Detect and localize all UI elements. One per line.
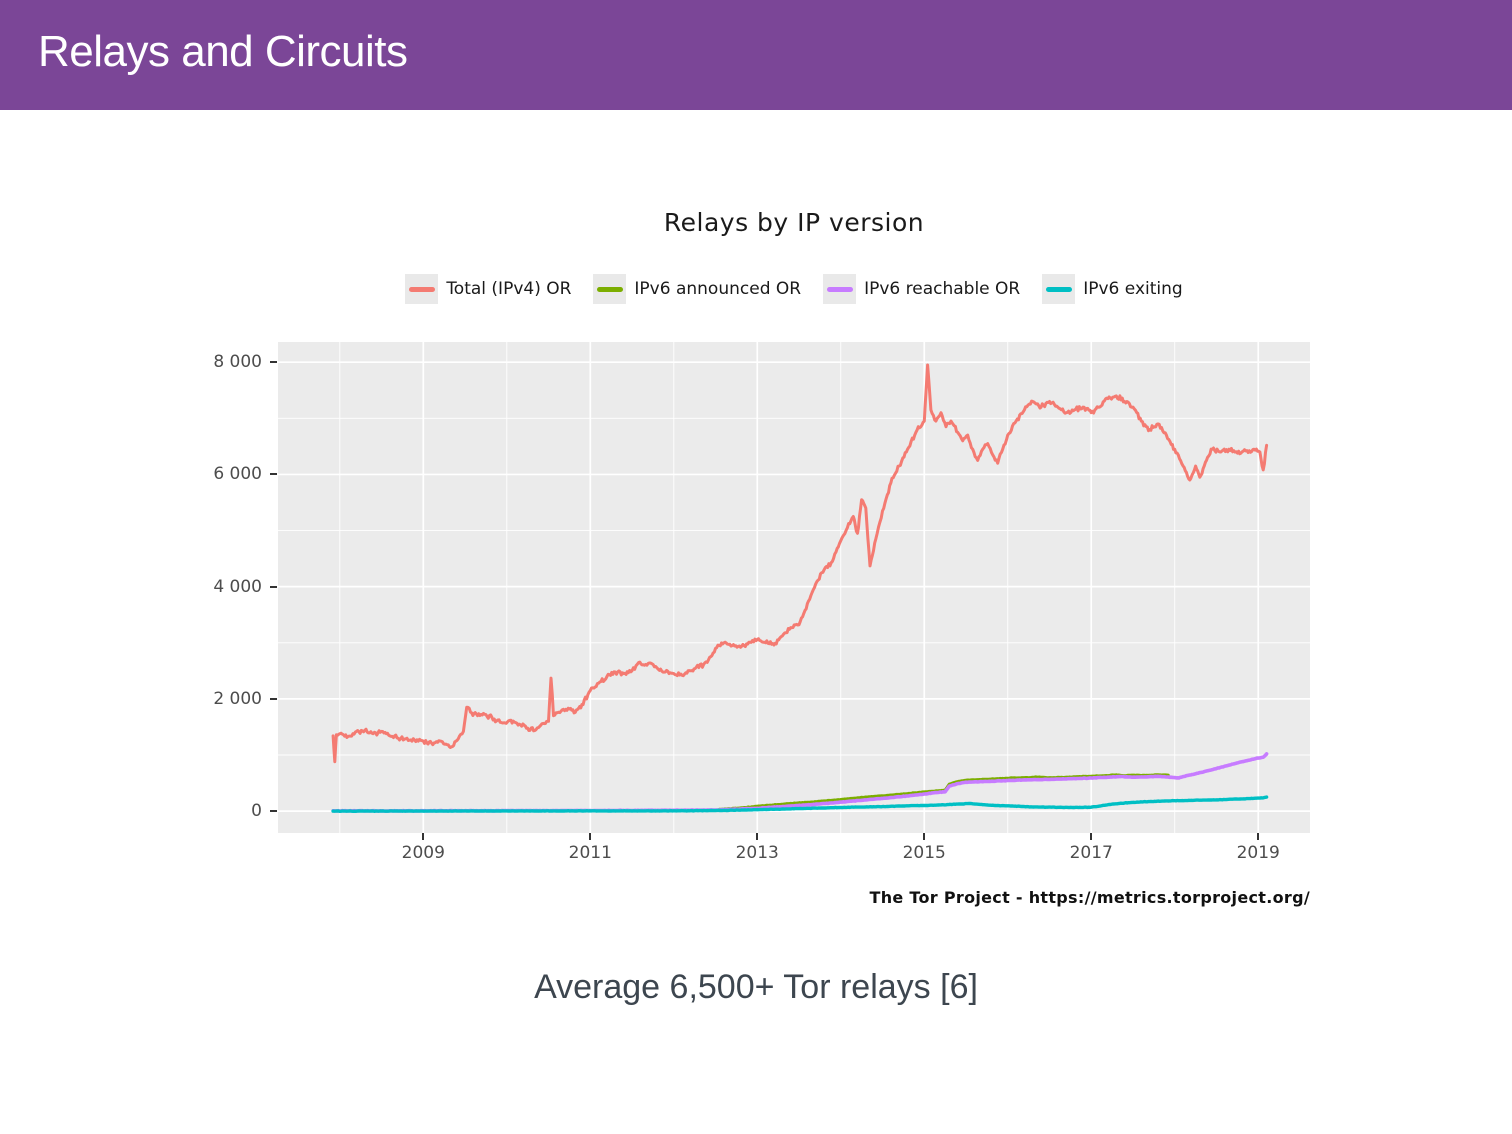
x-axis-tick [923, 833, 926, 840]
legend-line-swatch [826, 286, 853, 292]
x-axis-tick [589, 833, 592, 840]
chart-legend: Total (IPv4) OR IPv6 announced OR IPv6 rea… [278, 274, 1310, 304]
x-axis-tick [1257, 833, 1260, 840]
plot-area [278, 342, 1310, 833]
relays-chart: Relays by IP version Total (IPv4) OR IPv6… [0, 112, 1512, 932]
legend-label: IPv6 announced OR [634, 279, 802, 299]
x-axis-tick [1090, 833, 1093, 840]
y-axis-tick [270, 361, 277, 364]
legend-line-swatch [596, 286, 623, 292]
legend-line-swatch [1045, 286, 1072, 292]
x-axis-label: 2013 [735, 843, 779, 863]
legend-item: Total (IPv4) OR [405, 274, 571, 304]
y-axis-tick [270, 473, 277, 476]
legend-line-swatch [408, 286, 435, 292]
legend-key [823, 274, 857, 304]
slide-subtitle: Average 6,500+ Tor relays [6] [534, 968, 978, 1006]
legend-key [593, 274, 627, 304]
legend-item: IPv6 exiting [1042, 274, 1183, 304]
chart-caption: The Tor Project - https://metrics.torpro… [869, 888, 1310, 907]
legend-label: IPv6 reachable OR [864, 279, 1021, 299]
legend-item: IPv6 reachable OR [823, 274, 1020, 304]
x-axis-label: 2011 [568, 843, 612, 863]
slide-title: Relays and Circuits [38, 27, 408, 76]
header-bar: Relays and Circuits [0, 0, 1512, 110]
series-line-ipv6-exiting [331, 795, 1269, 813]
legend-label: IPv6 exiting [1083, 279, 1183, 299]
x-axis-label: 2015 [902, 843, 946, 863]
legend-item: IPv6 announced OR [593, 274, 801, 304]
y-axis-tick [270, 585, 277, 588]
x-axis-label: 2009 [401, 843, 445, 863]
y-axis-label: 0 [251, 801, 262, 822]
x-axis-label: 2019 [1236, 843, 1280, 863]
series-line-total-ipv4-or [331, 363, 1269, 764]
x-axis-label: 2017 [1069, 843, 1113, 863]
y-axis-label: 6 000 [213, 464, 262, 485]
y-axis-tick [270, 697, 277, 700]
y-axis-label: 4 000 [213, 576, 262, 597]
x-axis-tick [756, 833, 759, 840]
x-axis-tick [422, 833, 425, 840]
legend-label: Total (IPv4) OR [446, 279, 572, 299]
y-axis-tick [270, 810, 277, 813]
y-axis-label: 8 000 [213, 352, 262, 373]
legend-key [1042, 274, 1076, 304]
y-axis-label: 2 000 [213, 688, 262, 709]
line-chart-svg [278, 342, 1310, 833]
legend-key [405, 274, 439, 304]
chart-title: Relays by IP version [663, 208, 925, 237]
